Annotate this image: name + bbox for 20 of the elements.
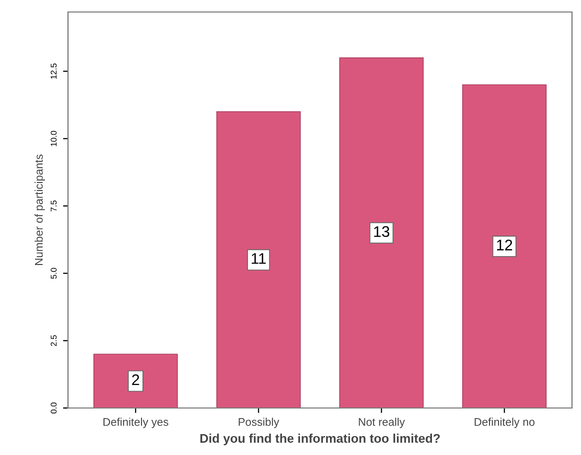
y-tick-label: 7.5	[50, 200, 57, 212]
x-tick-label: Not really	[358, 418, 405, 428]
y-tick-label: 2.5	[50, 335, 57, 346]
data-label: 12	[497, 240, 512, 250]
x-tick-label: Definitely no	[474, 418, 534, 428]
x-tick-label: Possibly	[238, 418, 280, 428]
y-axis-title: Number of participants	[34, 154, 45, 265]
x-tick-label: Definitely yes	[103, 418, 168, 428]
bar	[93, 354, 178, 408]
data-label: 13	[374, 226, 390, 237]
data-label: 11	[252, 253, 266, 264]
x-axis-title: Did you find the information too limited?	[200, 434, 440, 446]
bar	[339, 57, 424, 408]
bar	[462, 84, 547, 408]
data-label: 2	[132, 374, 140, 386]
y-tick-label: 10.0	[50, 130, 57, 146]
y-tick-label: 5.0	[50, 268, 57, 279]
y-tick-label: 12.5	[50, 64, 57, 79]
y-tick-label: 0.0	[50, 402, 57, 414]
bar	[216, 111, 301, 408]
